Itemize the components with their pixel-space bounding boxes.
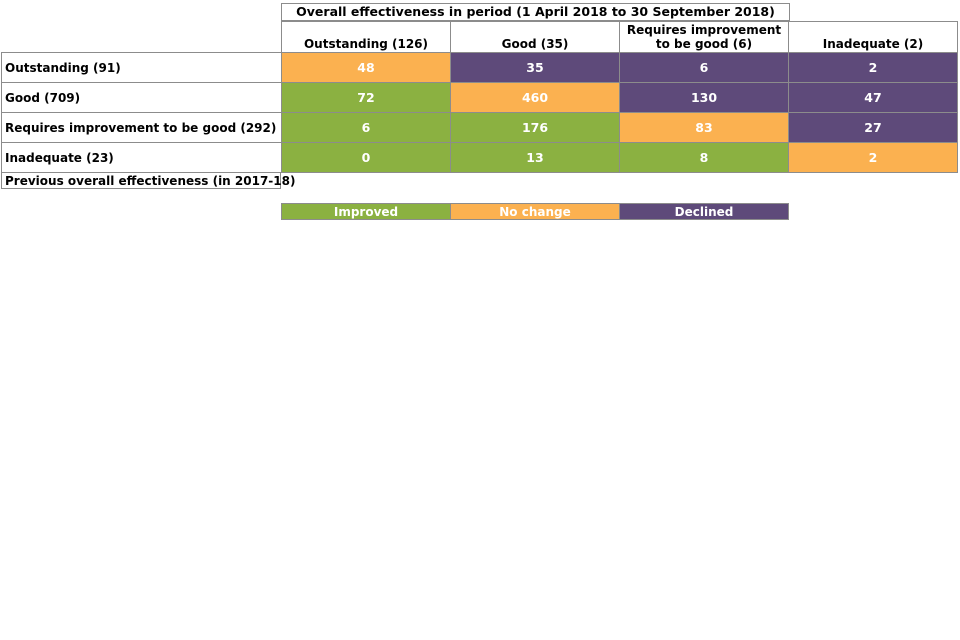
value-cell: 176: [450, 112, 620, 143]
column-header: Inadequate (2): [788, 21, 958, 53]
value-cell: 130: [619, 82, 789, 113]
value-cell: 2: [788, 52, 958, 83]
column-header: Requires improvement to be good (6): [619, 21, 789, 53]
row-header: Inadequate (23): [1, 142, 282, 173]
value-cell: 72: [281, 82, 451, 113]
value-cell: 2: [788, 142, 958, 173]
legend-item-no-change: No change: [450, 203, 620, 220]
value-cell: 0: [281, 142, 451, 173]
value-cell: 460: [450, 82, 620, 113]
column-header: Outstanding (126): [281, 21, 451, 53]
value-cell: 47: [788, 82, 958, 113]
row-header: Good (709): [1, 82, 282, 113]
column-header: Good (35): [450, 21, 620, 53]
row-axis-label: Previous overall effectiveness (in 2017-…: [1, 172, 295, 189]
table-title: Overall effectiveness in period (1 April…: [281, 3, 790, 21]
row-header: Requires improvement to be good (292): [1, 112, 282, 143]
value-cell: 27: [788, 112, 958, 143]
row-header: Outstanding (91): [1, 52, 282, 83]
value-cell: 48: [281, 52, 451, 83]
value-cell: 6: [281, 112, 451, 143]
legend-item-declined: Declined: [619, 203, 789, 220]
value-cell: 35: [450, 52, 620, 83]
legend-item-improved: Improved: [281, 203, 451, 220]
value-cell: 13: [450, 142, 620, 173]
value-cell: 83: [619, 112, 789, 143]
value-cell: 6: [619, 52, 789, 83]
value-cell: 8: [619, 142, 789, 173]
